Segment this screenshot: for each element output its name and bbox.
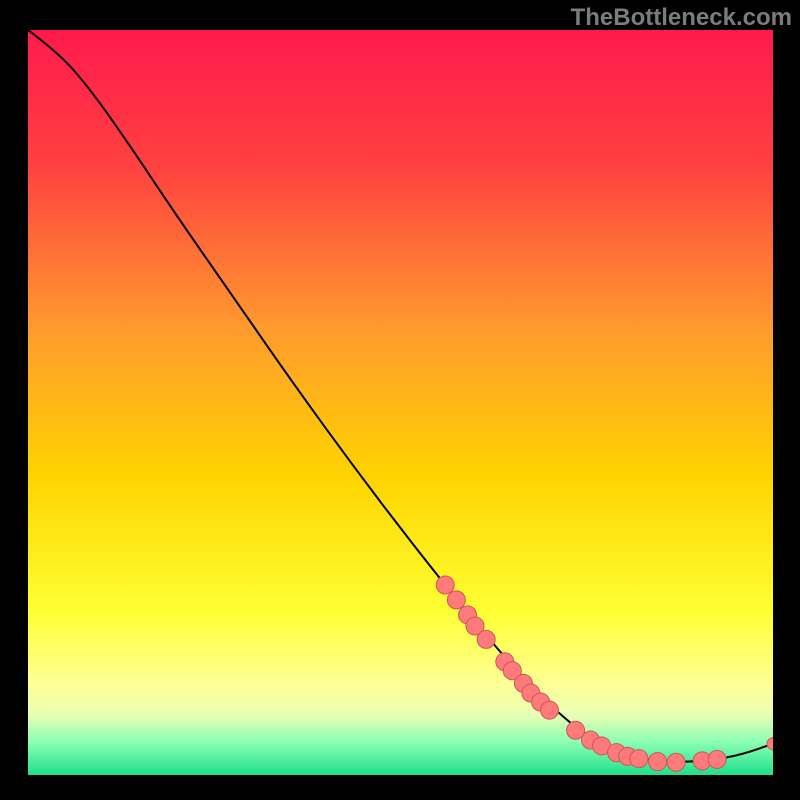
data-marker [649,753,667,771]
data-marker [630,750,648,768]
gradient-background [28,30,773,775]
chart-canvas: TheBottleneck.com [0,0,800,800]
plot-svg [28,30,773,775]
data-marker [708,750,726,768]
data-marker [541,701,559,719]
data-marker [436,576,454,594]
watermark-text: TheBottleneck.com [571,4,792,32]
data-marker [447,591,465,609]
plot-area [28,30,773,775]
data-marker [477,630,495,648]
data-marker [667,753,685,771]
